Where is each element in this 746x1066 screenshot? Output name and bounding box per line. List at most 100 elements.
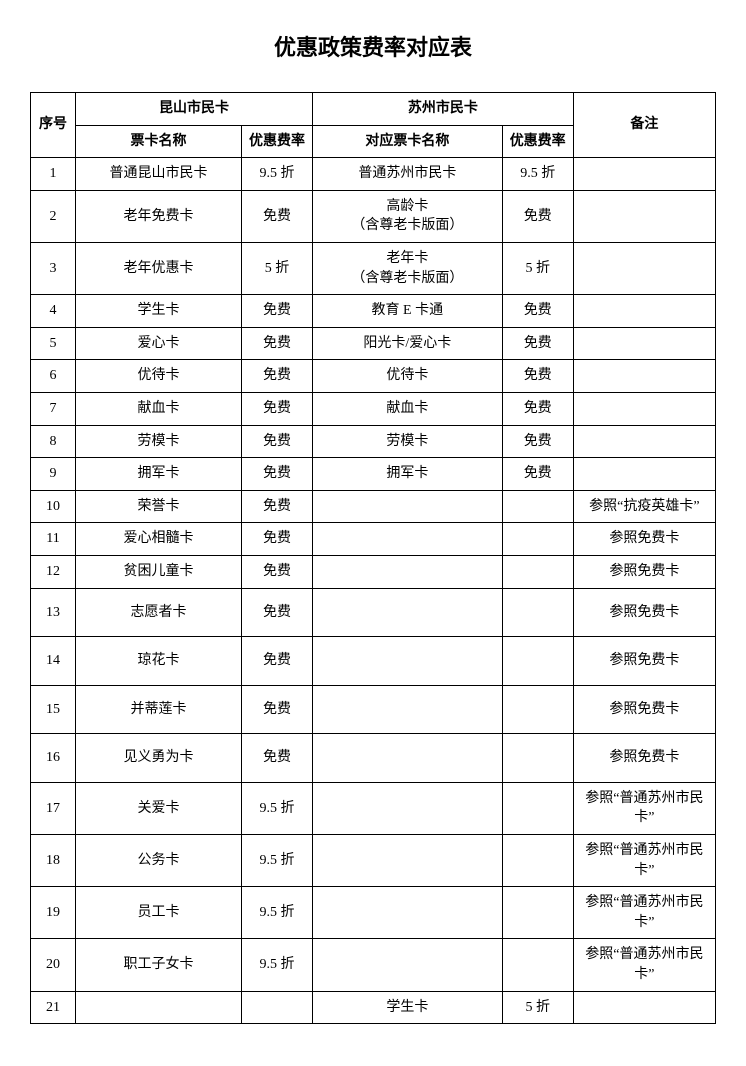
cell-name1 <box>76 991 242 1024</box>
cell-rate1: 9.5 折 <box>241 939 312 991</box>
cell-seq: 4 <box>31 295 76 328</box>
cell-seq: 17 <box>31 782 76 834</box>
table-body: 1普通昆山市民卡9.5 折普通苏州市民卡9.5 折2老年免费卡免费高龄卡（含尊老… <box>31 158 716 1024</box>
table-row: 18公务卡9.5 折参照“普通苏州市民卡” <box>31 835 716 887</box>
cell-name2: 劳模卡 <box>313 425 503 458</box>
cell-rate1: 免费 <box>241 734 312 783</box>
cell-rate1: 免费 <box>241 327 312 360</box>
cell-rate1: 9.5 折 <box>241 782 312 834</box>
cell-name2 <box>313 782 503 834</box>
cell-rate1: 5 折 <box>241 242 312 294</box>
page-title: 优惠政策费率对应表 <box>30 30 716 62</box>
cell-rate2: 5 折 <box>502 242 573 294</box>
cell-name1: 老年免费卡 <box>76 190 242 242</box>
cell-rate1: 免费 <box>241 523 312 556</box>
cell-seq: 3 <box>31 242 76 294</box>
cell-note <box>573 360 715 393</box>
table-row: 9拥军卡免费拥军卡免费 <box>31 458 716 491</box>
table-row: 12贫困儿童卡免费参照免费卡 <box>31 555 716 588</box>
cell-rate2: 免费 <box>502 327 573 360</box>
table-row: 15并蒂莲卡免费参照免费卡 <box>31 685 716 734</box>
table-row: 14琼花卡免费参照免费卡 <box>31 637 716 686</box>
cell-rate2 <box>502 523 573 556</box>
cell-name2 <box>313 555 503 588</box>
table-row: 8劳模卡免费劳模卡免费 <box>31 425 716 458</box>
cell-name1: 优待卡 <box>76 360 242 393</box>
cell-name2: 教育 E 卡通 <box>313 295 503 328</box>
table-row: 1普通昆山市民卡9.5 折普通苏州市民卡9.5 折 <box>31 158 716 191</box>
cell-rate2: 5 折 <box>502 991 573 1024</box>
cell-rate2: 免费 <box>502 190 573 242</box>
cell-name1: 献血卡 <box>76 392 242 425</box>
cell-seq: 13 <box>31 588 76 637</box>
cell-note <box>573 425 715 458</box>
cell-note <box>573 327 715 360</box>
cell-name2 <box>313 939 503 991</box>
cell-name2 <box>313 685 503 734</box>
cell-name2 <box>313 637 503 686</box>
cell-rate1: 免费 <box>241 490 312 523</box>
cell-note <box>573 295 715 328</box>
cell-name1: 见义勇为卡 <box>76 734 242 783</box>
cell-note: 参照免费卡 <box>573 734 715 783</box>
cell-rate1: 免费 <box>241 190 312 242</box>
cell-seq: 6 <box>31 360 76 393</box>
cell-rate1: 免费 <box>241 637 312 686</box>
cell-seq: 2 <box>31 190 76 242</box>
header-group2: 苏州市民卡 <box>313 93 574 126</box>
cell-rate2 <box>502 734 573 783</box>
cell-note: 参照免费卡 <box>573 523 715 556</box>
cell-name2: 老年卡（含尊老卡版面） <box>313 242 503 294</box>
cell-note: 参照“普通苏州市民卡” <box>573 782 715 834</box>
cell-name1: 普通昆山市民卡 <box>76 158 242 191</box>
header-seq: 序号 <box>31 93 76 158</box>
cell-rate2: 免费 <box>502 425 573 458</box>
cell-seq: 15 <box>31 685 76 734</box>
cell-rate2 <box>502 555 573 588</box>
cell-name2 <box>313 523 503 556</box>
cell-note: 参照“普通苏州市民卡” <box>573 835 715 887</box>
table-row: 5爱心卡免费阳光卡/爱心卡免费 <box>31 327 716 360</box>
table-row: 3老年优惠卡5 折老年卡（含尊老卡版面）5 折 <box>31 242 716 294</box>
cell-name2 <box>313 588 503 637</box>
cell-rate1: 免费 <box>241 392 312 425</box>
cell-note: 参照“抗疫英雄卡” <box>573 490 715 523</box>
cell-rate2 <box>502 588 573 637</box>
header-group1: 昆山市民卡 <box>76 93 313 126</box>
cell-rate2 <box>502 490 573 523</box>
cell-seq: 10 <box>31 490 76 523</box>
table-row: 17关爱卡9.5 折参照“普通苏州市民卡” <box>31 782 716 834</box>
cell-rate1: 免费 <box>241 295 312 328</box>
cell-name2: 献血卡 <box>313 392 503 425</box>
cell-name1: 琼花卡 <box>76 637 242 686</box>
cell-name1: 贫困儿童卡 <box>76 555 242 588</box>
cell-rate2: 免费 <box>502 392 573 425</box>
table-row: 13志愿者卡免费参照免费卡 <box>31 588 716 637</box>
cell-rate2: 免费 <box>502 458 573 491</box>
header-name2: 对应票卡名称 <box>313 125 503 158</box>
cell-name1: 员工卡 <box>76 887 242 939</box>
cell-name2 <box>313 490 503 523</box>
cell-name2: 普通苏州市民卡 <box>313 158 503 191</box>
rate-table: 序号 昆山市民卡 苏州市民卡 备注 票卡名称 优惠费率 对应票卡名称 优惠费率 … <box>30 92 716 1024</box>
cell-seq: 11 <box>31 523 76 556</box>
cell-name2: 阳光卡/爱心卡 <box>313 327 503 360</box>
cell-name1: 拥军卡 <box>76 458 242 491</box>
cell-note: 参照“普通苏州市民卡” <box>573 939 715 991</box>
cell-name1: 职工子女卡 <box>76 939 242 991</box>
cell-rate2: 免费 <box>502 360 573 393</box>
cell-name1: 老年优惠卡 <box>76 242 242 294</box>
table-row: 21学生卡5 折 <box>31 991 716 1024</box>
cell-name2 <box>313 835 503 887</box>
cell-note <box>573 242 715 294</box>
cell-rate1: 免费 <box>241 588 312 637</box>
table-row: 16见义勇为卡免费参照免费卡 <box>31 734 716 783</box>
cell-note <box>573 392 715 425</box>
cell-name1: 爱心卡 <box>76 327 242 360</box>
cell-rate1: 免费 <box>241 360 312 393</box>
cell-rate1: 免费 <box>241 458 312 491</box>
cell-seq: 12 <box>31 555 76 588</box>
cell-rate2: 9.5 折 <box>502 158 573 191</box>
table-row: 11爱心相髓卡免费参照免费卡 <box>31 523 716 556</box>
cell-rate2 <box>502 835 573 887</box>
